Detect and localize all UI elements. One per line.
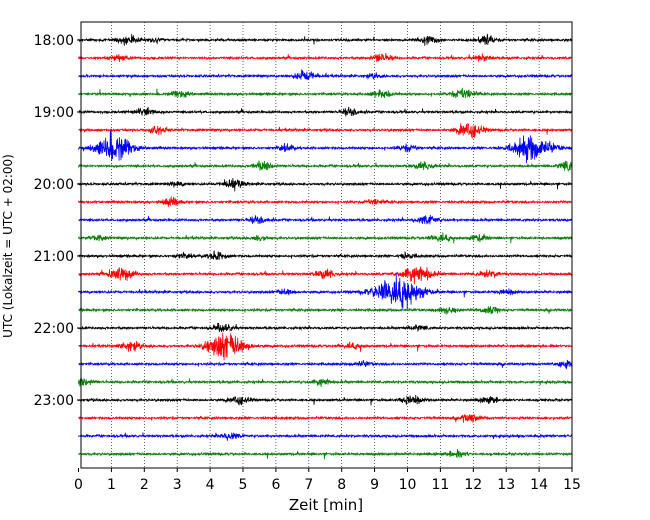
- trace-2015: [78, 195, 573, 207]
- trace-2200: [78, 322, 573, 333]
- trace-2115: [78, 266, 573, 285]
- x-tick-label: 14: [530, 477, 548, 493]
- trace-1845: [78, 87, 573, 99]
- x-tick-label: 11: [431, 477, 449, 493]
- y-tick-label: 20:00: [34, 177, 74, 193]
- x-tick-label: 15: [563, 477, 581, 493]
- x-tick-label: 9: [370, 477, 379, 493]
- trace-1830: [78, 69, 573, 80]
- grid-lines: [111, 22, 540, 468]
- y-tick-label: 23:00: [34, 393, 74, 409]
- y-tick-label: 19:00: [34, 105, 74, 121]
- trace-1915: [78, 123, 573, 139]
- x-tick-label: 1: [107, 477, 116, 493]
- trace-2145: [78, 305, 573, 316]
- y-axis-ticks: 18:00 19:00 20:00 21:00 22:00 23:00: [34, 33, 81, 409]
- trace-2030: [78, 214, 573, 225]
- x-tick-label: 3: [173, 477, 182, 493]
- trace-2045: [78, 232, 573, 244]
- x-tick-label: 5: [239, 477, 248, 493]
- x-tick-label: 10: [399, 477, 417, 493]
- trace-1930: [78, 130, 573, 164]
- x-axis-ticks: 0 1 2 3 4 5 6 7 8 9 10 11 12 13 14 15: [74, 468, 581, 493]
- x-axis-label: Zeit [min]: [289, 496, 363, 514]
- trace-1945: [78, 160, 573, 173]
- trace-2130: [78, 272, 573, 310]
- trace-2100: [78, 250, 573, 261]
- x-tick-label: 4: [206, 477, 215, 493]
- x-tick-label: 0: [74, 477, 83, 493]
- trace-2230: [78, 359, 573, 370]
- trace-1815: [78, 52, 573, 63]
- trace-1900: [78, 106, 573, 117]
- trace-2345: [78, 449, 573, 460]
- x-tick-label: 12: [464, 477, 482, 493]
- y-tick-label: 22:00: [34, 321, 74, 337]
- trace-1800: [78, 33, 573, 46]
- x-tick-label: 6: [271, 477, 280, 493]
- trace-2215: [78, 332, 573, 361]
- plot-frame: [80, 21, 573, 469]
- trace-2330: [78, 432, 573, 441]
- trace-2315: [78, 414, 573, 424]
- x-tick-label: 7: [304, 477, 313, 493]
- x-tick-label: 2: [140, 477, 149, 493]
- trace-lines: [78, 33, 573, 460]
- x-tick-label: 13: [497, 477, 515, 493]
- x-tick-label: 8: [337, 477, 346, 493]
- y-tick-label: 21:00: [34, 249, 74, 265]
- trace-2245: [78, 377, 573, 387]
- y-axis-label: UTC (Lokalzeit = UTC + 02:00): [1, 154, 15, 338]
- y-tick-label: 18:00: [34, 33, 74, 49]
- trace-2000: [78, 178, 573, 192]
- trace-2300: [78, 394, 573, 406]
